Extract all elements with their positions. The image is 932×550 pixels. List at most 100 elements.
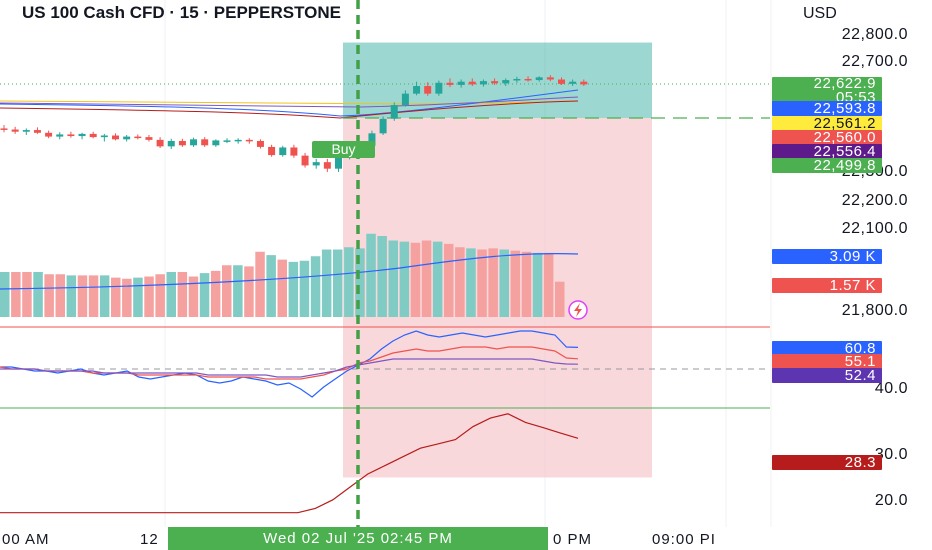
volume-bar [432,241,443,317]
volume-bar [366,233,376,317]
volume-bar [22,272,32,317]
volume-bar [555,281,565,317]
price-tick: 22,100.0 [841,220,908,237]
price-badge: 22,560.0 [772,130,882,145]
volume-bar [543,252,554,317]
volume-bar [166,272,176,317]
volume-bar [388,240,398,317]
volume-bar [499,249,509,317]
volume-bar [310,256,321,317]
ma-line [0,96,579,108]
volume-bar [532,252,543,317]
candle-body [11,129,19,132]
volume-bar [111,277,121,317]
volume-bar [277,259,287,317]
volume-bar [133,277,143,317]
candle-body [212,140,220,146]
volume-bar [55,274,65,317]
rsi-axis-label: 40.0 [874,380,908,397]
entry-price-badge: 22,561.2 [772,116,882,131]
candle-body [22,130,30,132]
candle-body [401,93,409,106]
volume-bar [488,248,498,317]
candle-body [134,136,142,139]
candle-body [167,140,175,147]
candle-body [178,140,186,146]
ma-line [0,89,579,117]
rsi-badge: 52.4 [772,368,882,383]
volume-bar [0,272,10,317]
rsi-line [0,346,579,380]
candle-body [524,78,532,81]
candle-body [312,162,320,166]
candle-body [123,136,131,140]
candle-body [112,135,119,140]
volume-bar [477,249,487,317]
volume-bar [99,275,110,317]
volume-bar [421,240,432,317]
time-tick: 0 PM [553,531,593,548]
candle-body [546,77,554,80]
chart-title: US 100 Cash CFD · 15 · PEPPERSTONE [22,3,342,22]
volume-bar [188,276,199,317]
candle-body [323,162,331,169]
volume-bar [199,273,210,317]
volume-bar [344,247,354,317]
candle-body [245,139,253,142]
volume-ma-badge: 3.09 K [772,249,882,264]
candle-body [379,118,387,134]
volume-ma-line [0,253,579,290]
volume-bar [88,275,99,317]
candle-body [234,139,242,142]
volume-bar [44,274,54,317]
candle-body [0,128,8,130]
volume-bar [266,255,276,317]
volume-bar [77,275,88,317]
volume-bar [222,265,232,317]
rsi-badge: 60.8 [772,341,882,356]
volume-bar [299,260,310,317]
candle-body [368,133,376,146]
volume-bar [399,241,410,317]
volume-bar [66,275,77,317]
volume-bar [321,249,332,317]
candle-body [513,78,521,81]
time-tick: 12 [140,531,159,548]
candle-body [268,146,276,156]
volume-bar [233,265,243,317]
buy-marker[interactable]: Buy [312,141,375,158]
volume-bar [288,261,299,317]
adx-line [0,413,579,514]
volume-bar [244,266,254,317]
candle-body [33,130,41,133]
volume-bar [410,242,421,317]
candle-body [223,140,231,142]
candle-body [335,156,342,169]
candle-body [78,133,86,137]
volume-bar [210,270,221,317]
candle-body [45,132,53,137]
candle-body [256,140,264,147]
crosshair-time-label: Wed 02 Jul '25 02:45 PM [168,527,548,550]
volume-bar [144,276,154,317]
price-badge: 22,499.8 [772,158,882,173]
price-badge: 22,556.4 [772,144,882,159]
candle-body [468,81,476,85]
time-tick: 09:00 PI [652,531,716,548]
candle-body [558,79,565,84]
volume-bar [444,243,454,317]
rsi-line [0,358,579,378]
lightning-icon [574,303,582,317]
volume-bar [455,247,465,317]
volume-bar [11,272,21,317]
volume-bar [521,251,532,317]
candle-body [502,80,510,84]
candle-body [435,82,443,94]
candle-body [424,86,432,94]
time-tick: 00 AM [2,531,50,548]
candle-body [479,81,487,85]
candle-body [413,86,421,94]
volume-badge: 1.57 K [772,278,882,293]
adx-axis-label: 20.0 [874,492,908,509]
